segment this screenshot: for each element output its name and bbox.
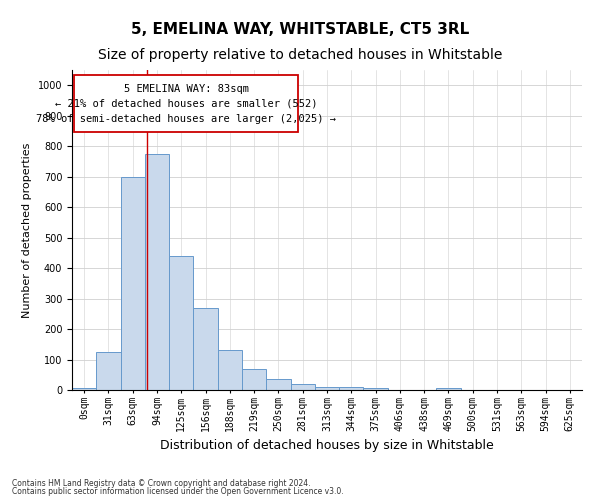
Text: 5 EMELINA WAY: 83sqm: 5 EMELINA WAY: 83sqm [124, 84, 248, 94]
Bar [266, 378, 290, 390]
Bar [218, 350, 242, 390]
Bar [72, 388, 96, 390]
Text: Contains HM Land Registry data © Crown copyright and database right 2024.: Contains HM Land Registry data © Crown c… [12, 478, 311, 488]
Bar [315, 387, 339, 390]
Text: 5, EMELINA WAY, WHITSTABLE, CT5 3RL: 5, EMELINA WAY, WHITSTABLE, CT5 3RL [131, 22, 469, 38]
Text: Size of property relative to detached houses in Whitstable: Size of property relative to detached ho… [98, 48, 502, 62]
Bar [436, 388, 461, 390]
Bar [74, 75, 298, 132]
X-axis label: Distribution of detached houses by size in Whitstable: Distribution of detached houses by size … [160, 439, 494, 452]
Bar [145, 154, 169, 390]
Bar [242, 368, 266, 390]
Y-axis label: Number of detached properties: Number of detached properties [22, 142, 32, 318]
Bar [339, 387, 364, 390]
Bar [96, 352, 121, 390]
Bar [193, 308, 218, 390]
Text: 78% of semi-detached houses are larger (2,025) →: 78% of semi-detached houses are larger (… [36, 114, 336, 124]
Bar [169, 256, 193, 390]
Text: ← 21% of detached houses are smaller (552): ← 21% of detached houses are smaller (55… [55, 99, 317, 109]
Bar [121, 176, 145, 390]
Text: Contains public sector information licensed under the Open Government Licence v3: Contains public sector information licen… [12, 487, 344, 496]
Bar [364, 388, 388, 390]
Bar [290, 384, 315, 390]
